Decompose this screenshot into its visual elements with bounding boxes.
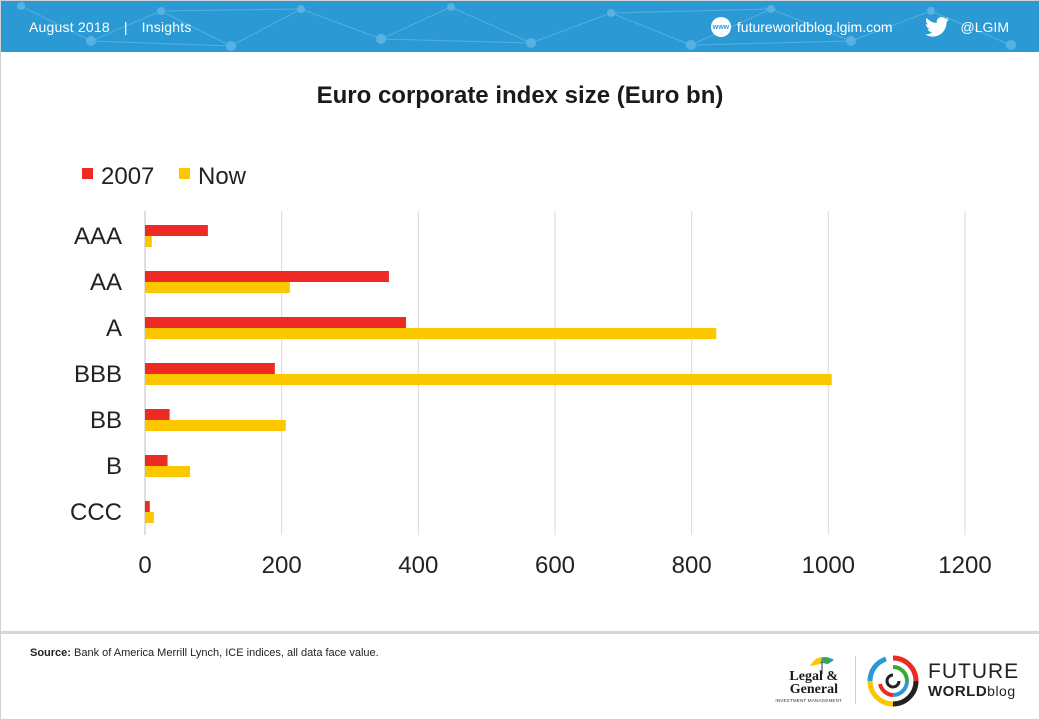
x-tick-label-400: 400 — [398, 552, 438, 579]
source-text: Bank of America Merrill Lynch, ICE indic… — [74, 647, 379, 659]
network-pattern-decoration — [17, 2, 1016, 51]
bar-now-aa — [145, 282, 290, 293]
source-note: Source: Bank of America Merrill Lynch, I… — [30, 647, 379, 659]
fw-world: WORLD — [928, 683, 988, 700]
bar-2007-bbb — [145, 363, 275, 374]
bar-2007-aa — [145, 271, 389, 282]
lg-subtitle: INVESTMENT MANAGEMENT — [775, 698, 842, 703]
future-world-blog-wordmark: FUTURE WORLDblog — [928, 661, 1019, 700]
category-label-aa: AA — [90, 269, 122, 296]
twitter-bird-icon — [924, 17, 949, 37]
category-label-bbb: BBB — [74, 361, 122, 388]
bar-now-bbb — [145, 374, 832, 385]
bar-2007-ccc — [145, 501, 150, 512]
bar-now-aaa — [145, 236, 152, 247]
header-breadcrumb: August 2018 | Insights — [29, 19, 192, 35]
fw-line2: WORLDblog — [928, 683, 1019, 700]
legal-general-logo: Legal & General INVESTMENT MANAGEMENT — [772, 652, 842, 706]
x-tick-label-200: 200 — [262, 552, 302, 579]
category-label-ccc: CCC — [70, 499, 122, 526]
bar-now-ccc — [145, 512, 154, 523]
website-link[interactable]: futureworldblog.lgim.com — [736, 19, 893, 35]
chart-title: Euro corporate index size (Euro bn) — [316, 82, 724, 109]
globe-www-icon: www — [710, 17, 731, 37]
lg-line2: General — [789, 682, 838, 697]
fw-line1: FUTURE — [928, 660, 1020, 683]
bar-2007-aaa — [145, 225, 208, 236]
x-tick-label-1200: 1200 — [938, 552, 991, 579]
x-tick-label-800: 800 — [672, 552, 712, 579]
x-tick-label-600: 600 — [535, 552, 575, 579]
legal-general-wordmark: Legal & General — [772, 669, 838, 697]
bar-now-b — [145, 466, 191, 477]
category-label-bb: BB — [90, 407, 122, 434]
bar-now-bb — [145, 420, 286, 431]
fw-blog: blog — [987, 683, 1016, 699]
umbrella-icon — [810, 657, 834, 674]
category-label-b: B — [106, 453, 122, 480]
legend-swatch-now — [179, 168, 190, 179]
header-section[interactable]: Insights — [141, 19, 192, 35]
x-tick-label-1000: 1000 — [802, 552, 855, 579]
legend-label-now: Now — [198, 163, 247, 190]
lg-line1: Legal & — [789, 669, 838, 684]
header-date: August 2018 — [29, 19, 110, 35]
legend-swatch-2007 — [82, 168, 93, 179]
bar-2007-b — [145, 455, 168, 466]
category-label-aaa: AAA — [74, 223, 122, 250]
header-separator: | — [123, 19, 128, 35]
bar-chart: 0 200 400 600 800 1000 1200AAAAAABBBBBBCCC2007… — [70, 163, 992, 579]
x-tick-label-0: 0 — [138, 552, 151, 579]
logo-divider — [855, 656, 856, 704]
bar-now-a — [145, 328, 717, 339]
bar-2007-a — [145, 317, 407, 328]
header-links: www futureworldblog.lgim.com @LGIM — [710, 15, 1009, 39]
source-label: Source: — [30, 647, 71, 659]
header-bar: August 2018 | Insights www futureworldblog… — [1, 1, 1039, 52]
future-world-ring-icon — [867, 655, 919, 707]
category-label-a: A — [106, 315, 122, 342]
bar-2007-bb — [145, 409, 170, 420]
twitter-handle-link[interactable]: @LGIM — [960, 19, 1009, 35]
footer-divider — [1, 631, 1039, 634]
legend-label-2007: 2007 — [101, 163, 154, 190]
